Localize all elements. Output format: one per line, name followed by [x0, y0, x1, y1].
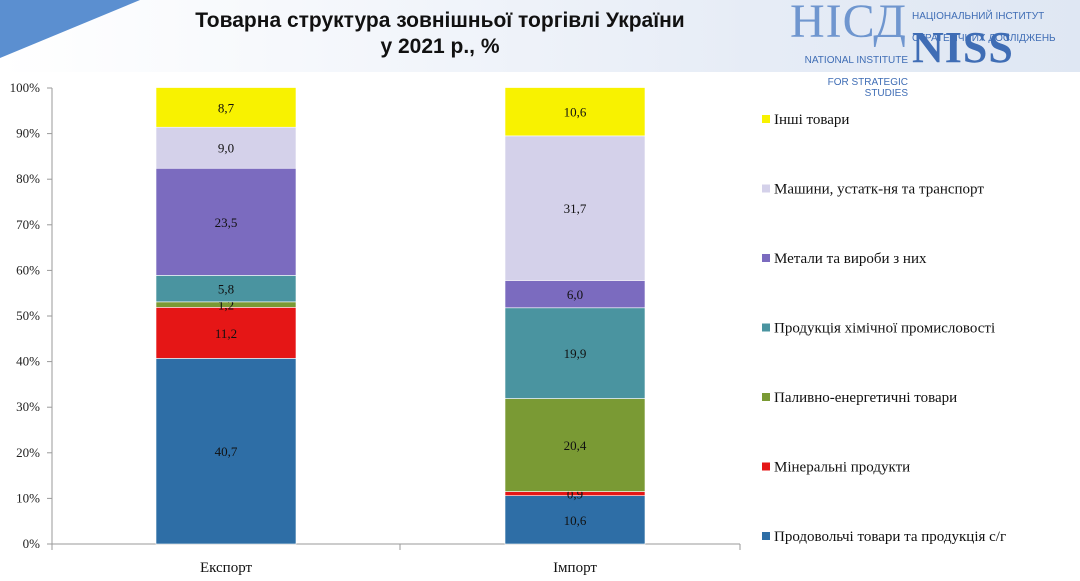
data-label: 5,8 [218, 282, 234, 297]
legend-swatch [762, 323, 770, 332]
bar-segment [504, 307, 646, 399]
logo-name-en-line2: FOR STRATEGIC STUDIES [827, 77, 908, 99]
logo-name-ua-line2: СТРАТЕГІЧНИХ ДОСЛІДЖЕНЬ [912, 33, 1056, 44]
data-label: 20,4 [564, 438, 587, 453]
legend-swatch [762, 393, 770, 401]
logo-mark-ua: НІСД [790, 0, 908, 48]
data-label: 10,6 [564, 513, 587, 528]
legend-swatch [762, 184, 770, 193]
bar-segment [155, 167, 297, 276]
y-tick-label: 90% [16, 126, 40, 141]
y-tick-label: 60% [16, 262, 40, 277]
data-label: 19,9 [564, 346, 587, 361]
data-label: 40,7 [215, 444, 238, 459]
y-tick-label: 80% [16, 171, 40, 186]
legend-swatch [762, 462, 770, 471]
y-tick-label: 30% [16, 399, 40, 414]
legend-swatch [762, 115, 770, 123]
data-label: 9,0 [218, 141, 234, 156]
data-label: 31,7 [564, 201, 587, 216]
bar-segment [155, 87, 297, 128]
corner-decoration [0, 0, 140, 58]
logo-name-en-line1: NATIONAL INSTITUTE [804, 55, 908, 66]
logo-name-en: NATIONAL INSTITUTE FOR STRATEGIC STUDIES [792, 44, 908, 99]
bar-segment [504, 135, 646, 281]
bar-segment [155, 126, 297, 169]
bar-segment [504, 398, 646, 492]
data-label: 11,2 [215, 326, 237, 341]
title-line-2: у 2021 р., % [380, 35, 500, 58]
legend-entry: Продовольчі товари та продукція с/г [774, 529, 1006, 545]
logo-mark-en: NISS [912, 23, 1014, 72]
logo-name-ua-line1: НАЦІОНАЛЬНИЙ ІНСТИТУТ [912, 11, 1045, 22]
header-band [0, 0, 1080, 72]
bar-segment [504, 87, 646, 137]
legend-entry: Продукція хімічної промисловості [774, 321, 995, 337]
bar-segment [504, 495, 646, 545]
x-category-label: Експорт [200, 560, 253, 576]
y-tick-label: 0% [23, 536, 41, 551]
legend-entry: Інші товари [774, 112, 849, 128]
y-tick-label: 20% [16, 445, 40, 460]
y-tick-label: 100% [10, 80, 41, 95]
bar-segment [155, 307, 297, 359]
legend-entry: Мінеральні продукти [774, 460, 910, 476]
y-tick-label: 70% [16, 217, 40, 232]
bar-segment [504, 280, 646, 309]
data-label: 8,7 [218, 100, 235, 115]
data-label: 23,5 [215, 215, 238, 230]
data-label: 6,0 [567, 287, 583, 302]
x-category-label: Імпорт [553, 560, 597, 576]
niss-logo: НІСД НАЦІОНАЛЬНИЙ ІНСТИТУТ СТРАТЕГІЧНИХ … [770, 0, 1080, 99]
data-label: 10,6 [564, 105, 587, 120]
legend-entry: Машини, устатк-ня та транспорт [774, 182, 984, 198]
y-tick-label: 10% [16, 490, 40, 505]
bar-segment [155, 358, 297, 545]
legend-swatch [762, 254, 770, 262]
logo-name-ua: НАЦІОНАЛЬНИЙ ІНСТИТУТ СТРАТЕГІЧНИХ ДОСЛІ… [912, 0, 1056, 44]
legend-swatch [762, 532, 770, 540]
chart-title: Товарна структура зовнішньої торгівлі Ук… [150, 8, 730, 60]
title-line-1: Товарна структура зовнішньої торгівлі Ук… [195, 9, 685, 32]
legend-entry: Паливно-енергетичні товари [774, 390, 957, 406]
y-tick-label: 40% [16, 354, 40, 369]
y-tick-label: 50% [16, 308, 40, 323]
legend-entry: Метали та вироби з них [774, 251, 927, 267]
stacked-bar-chart: 0% 10% 20% 30% 40% 50% 60% 70% 80% 90% 100% 40,7 11,… [10, 80, 1006, 576]
